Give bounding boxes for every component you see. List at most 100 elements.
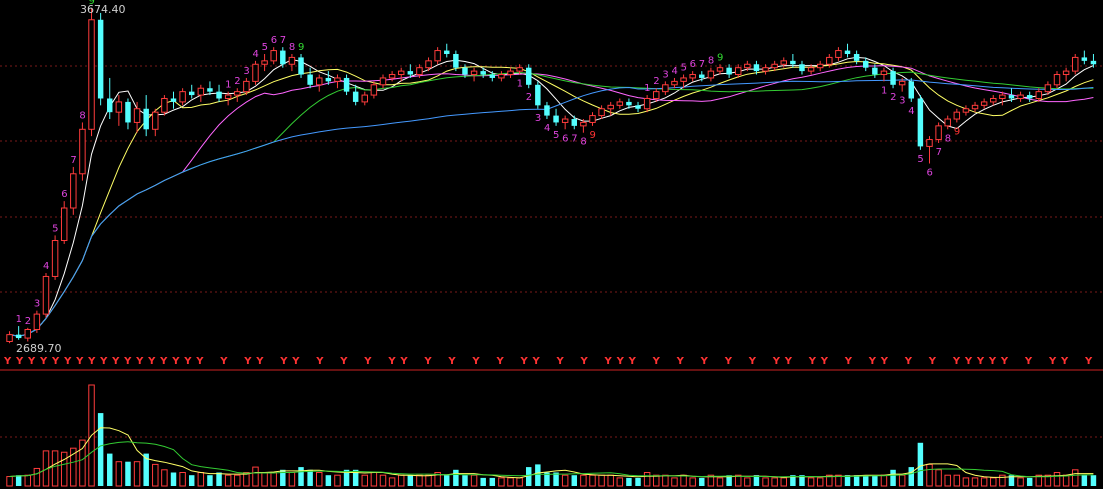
td-count-label: 9 xyxy=(717,52,723,63)
candle-body-up xyxy=(561,118,569,123)
signal-marker: Y xyxy=(99,356,108,367)
volume-bar-up xyxy=(935,469,942,487)
candle-body-down xyxy=(1008,95,1015,99)
candle-body-down xyxy=(544,105,550,116)
volume-bar-up xyxy=(671,477,678,487)
td-count-label: 5 xyxy=(917,154,923,165)
volume-bar-up xyxy=(252,466,259,487)
candle-body-down xyxy=(525,67,532,85)
candle-body-down xyxy=(726,67,732,75)
signal-marker: Y xyxy=(964,356,973,367)
volume-bar-up xyxy=(115,461,123,487)
signal-marker: Y xyxy=(676,356,685,367)
volume-bar-up xyxy=(1044,474,1052,487)
volume-bar-down xyxy=(188,475,195,486)
volume-bar-down xyxy=(1090,475,1097,486)
candle-body-up xyxy=(316,77,323,86)
volume-bar-up xyxy=(270,471,277,487)
candle-body-up xyxy=(252,63,259,82)
candle-body-down xyxy=(699,74,705,78)
signal-marker: Y xyxy=(748,356,757,367)
volume-bar-up xyxy=(1062,474,1070,487)
volume-bar-up xyxy=(24,474,32,487)
volume-bar-up xyxy=(926,463,933,487)
signal-marker: Y xyxy=(399,356,408,367)
td-count-label: 6 xyxy=(271,35,277,46)
volume-bar-up xyxy=(516,477,523,487)
td-count-label: 1 xyxy=(225,80,231,91)
volume-bar-down xyxy=(853,475,860,486)
candle-body-down xyxy=(844,50,851,54)
volume-bar-down xyxy=(626,477,632,486)
candle-body-down xyxy=(352,91,359,102)
volume-bar-down xyxy=(525,467,532,486)
volume-bar-up xyxy=(807,477,815,487)
candle-body-up xyxy=(115,101,123,113)
candle-body-down xyxy=(790,60,796,65)
td-count-label: 6 xyxy=(562,133,568,144)
signal-marker: Y xyxy=(363,356,372,367)
signal-marker: Y xyxy=(820,356,829,367)
volume-bar-down xyxy=(462,475,468,486)
candle-body-up xyxy=(1044,84,1052,93)
candle-body-down xyxy=(853,53,860,61)
candle-body-up xyxy=(507,70,514,76)
volume-bar-up xyxy=(780,477,787,487)
volume-bar-up xyxy=(261,471,268,487)
volume-bar-up xyxy=(999,474,1006,487)
signal-marker: Y xyxy=(928,356,937,367)
signal-marker: Y xyxy=(147,356,156,367)
candle-body-up xyxy=(707,70,715,79)
volume-ma10-line xyxy=(9,441,1094,478)
candle-body-up xyxy=(416,67,423,76)
volume-bar-down xyxy=(280,469,286,486)
candle-body-up xyxy=(807,67,815,72)
candle-body-up xyxy=(288,56,296,65)
volume-bar-up xyxy=(79,439,86,487)
candle-body-up xyxy=(680,77,687,82)
td-count-label: 5 xyxy=(553,130,559,141)
volume-bar-down xyxy=(753,475,760,486)
td-count-label: 5 xyxy=(262,42,268,53)
signal-marker: Y xyxy=(315,356,324,367)
td-count-label: 7 xyxy=(70,155,76,166)
candle-body-down xyxy=(1026,95,1033,99)
candle-body-up xyxy=(42,275,50,315)
volume-bar-down xyxy=(125,461,131,486)
volume-bar-up xyxy=(762,477,769,487)
candle-body-up xyxy=(425,60,432,69)
volume-bar-down xyxy=(480,477,486,486)
volume-bar-up xyxy=(744,477,751,487)
candle-body-down xyxy=(207,88,213,92)
volume-bar-up xyxy=(243,471,250,487)
candle-body-up xyxy=(1017,94,1024,99)
candle-body-down xyxy=(407,71,414,75)
candle-body-up xyxy=(771,63,778,69)
td-count-label: 1 xyxy=(881,85,887,96)
candle-body-up xyxy=(388,74,396,79)
td-count-label: 9 xyxy=(589,130,595,141)
td-count-label: 3 xyxy=(535,113,541,124)
signal-marker: Y xyxy=(39,356,48,367)
candle-body-up xyxy=(33,313,41,330)
td-count-label: 2 xyxy=(890,92,896,103)
volume-bar-down xyxy=(553,472,559,486)
candle-body-up xyxy=(990,97,997,103)
candle-body-up xyxy=(498,74,505,79)
signal-marker: Y xyxy=(387,356,396,367)
volume-bar-up xyxy=(361,474,369,487)
volume-bar-down xyxy=(207,475,213,486)
candle-body-up xyxy=(397,70,405,76)
signal-marker: Y xyxy=(123,356,132,367)
candle-body-up xyxy=(434,50,441,62)
volume-bar-down xyxy=(1008,475,1015,486)
volume-bar-down xyxy=(726,475,732,486)
volume-bar-up xyxy=(197,471,205,487)
volume-bar-down xyxy=(15,475,22,486)
signal-marker: Y xyxy=(51,356,60,367)
volume-bar-down xyxy=(143,453,149,486)
volume-bar-up xyxy=(379,474,387,487)
signal-marker: Y xyxy=(219,356,228,367)
volume-bar-down xyxy=(107,453,113,486)
